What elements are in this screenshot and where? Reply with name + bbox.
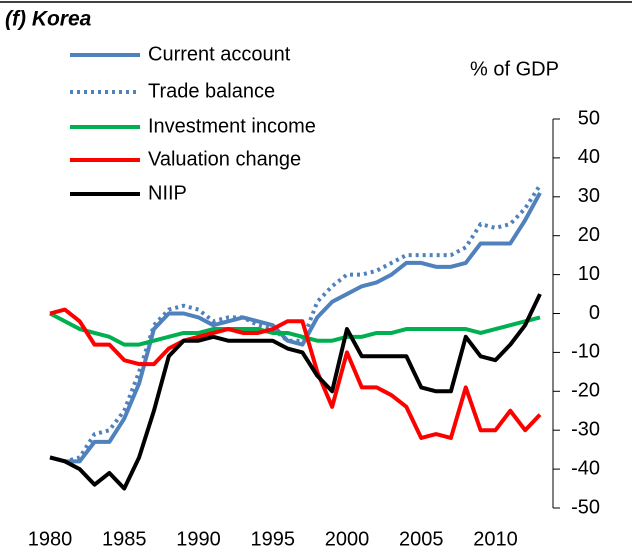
- series-line: [49, 184, 542, 464]
- legend-label: Trade balance: [148, 80, 275, 102]
- y-tick-label: -50: [571, 496, 600, 518]
- series-line: [49, 191, 542, 464]
- series-line: [49, 311, 541, 347]
- y-tick-label: 20: [578, 224, 600, 246]
- x-tick-label: 2010: [473, 528, 518, 550]
- legend-label: NIIP: [148, 182, 187, 204]
- y-tick-label: -10: [571, 341, 600, 363]
- x-tick-label: 1990: [176, 528, 221, 550]
- chart-title: (f) Korea: [5, 8, 92, 31]
- legend-label: Current account: [148, 43, 291, 65]
- y-tick-label: 40: [578, 146, 600, 168]
- x-tick-label: 1985: [102, 528, 147, 550]
- y-axis-label: % of GDP: [470, 58, 559, 80]
- legend-label: Investment income: [148, 115, 316, 137]
- x-tick-label: 1980: [28, 528, 73, 550]
- y-tick-label: -20: [571, 380, 600, 402]
- x-tick-label: 2000: [325, 528, 370, 550]
- x-tick-label: 1995: [250, 528, 295, 550]
- y-tick-label: -40: [571, 457, 600, 479]
- y-tick-label: 50: [578, 107, 600, 129]
- y-tick-label: 0: [589, 302, 600, 324]
- series-line: [49, 307, 542, 440]
- series-line: [49, 293, 542, 491]
- x-tick-label: 2005: [399, 528, 444, 550]
- y-tick-label: 10: [578, 263, 600, 285]
- legend-label: Valuation change: [148, 148, 301, 170]
- y-tick-label: -30: [571, 418, 600, 440]
- y-tick-label: 30: [578, 185, 600, 207]
